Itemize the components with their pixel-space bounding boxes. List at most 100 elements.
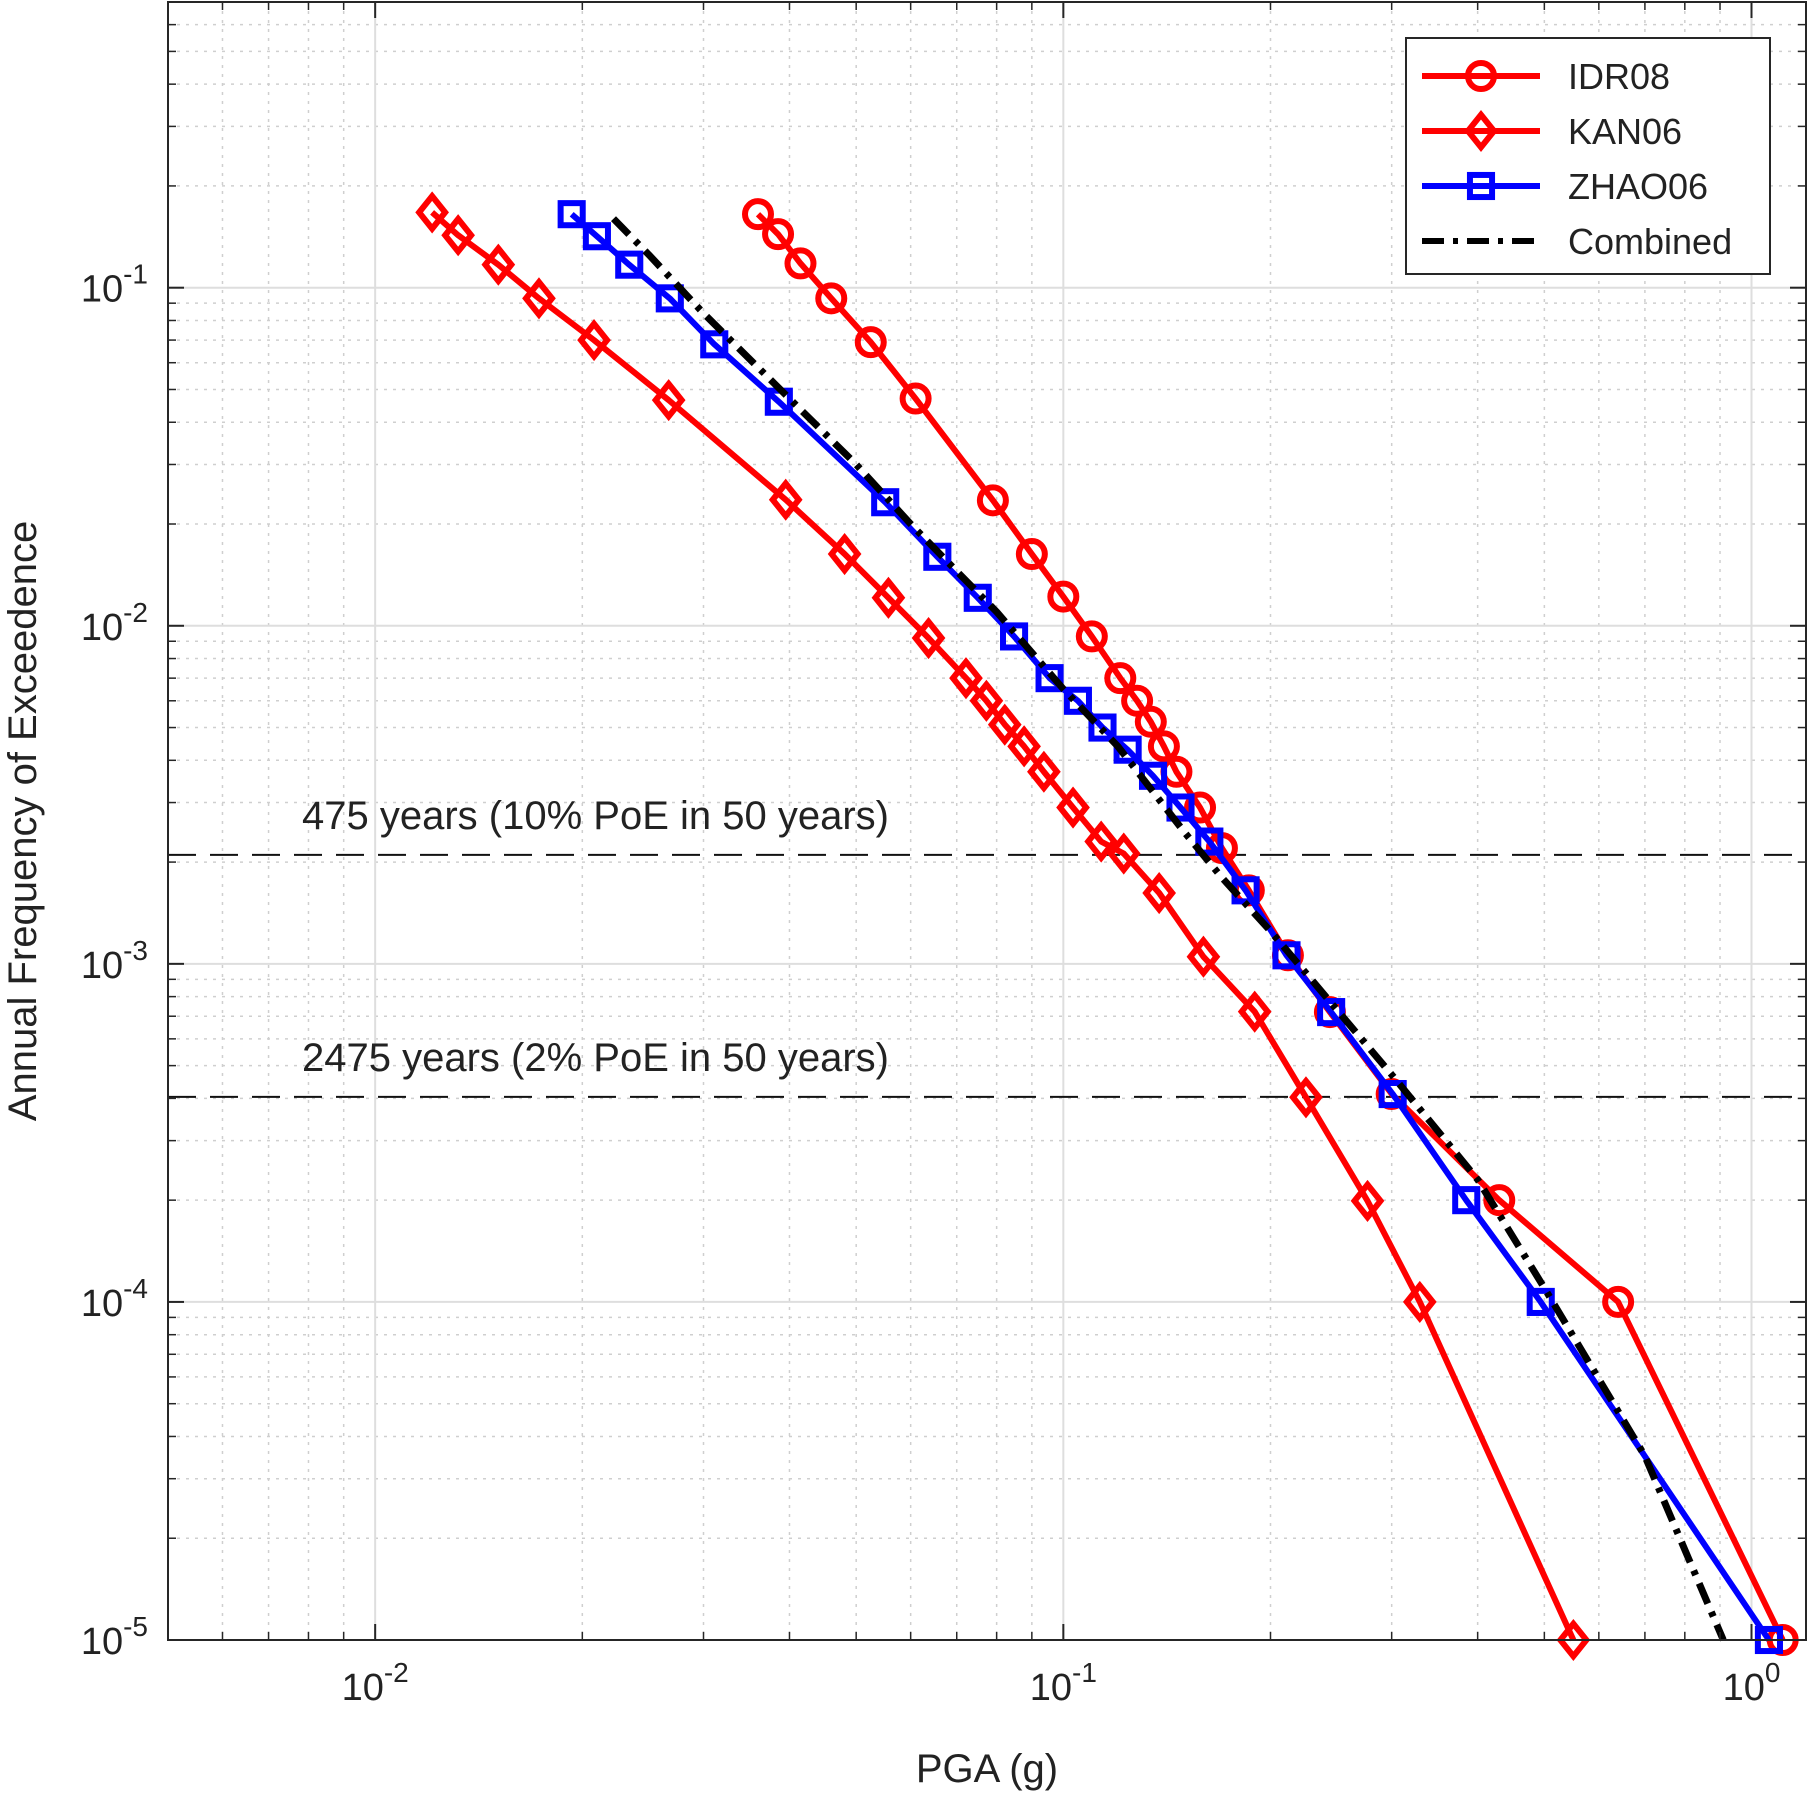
series-kan06: [415, 191, 1591, 1662]
x-tick-label-exponent: 0: [1765, 1657, 1781, 1688]
y-tick-label-base: 10: [81, 607, 123, 649]
diamond-marker: [1402, 1280, 1437, 1323]
square-marker: [963, 583, 992, 612]
diamond-marker: [1084, 820, 1119, 863]
square-marker: [1035, 664, 1064, 693]
reference-line-label: 475 years (10% PoE in 50 years): [302, 794, 889, 838]
square-marker: [1317, 998, 1346, 1027]
axis-ticks: [167, 1, 1806, 1641]
diamond-marker: [987, 703, 1022, 746]
diamond-marker: [871, 576, 906, 619]
square-marker: [1272, 941, 1301, 970]
circle-marker: [741, 198, 774, 231]
legend-entry-kan06: KAN06: [1422, 109, 1682, 153]
circle-marker: [1104, 662, 1137, 695]
legend-label: ZHAO06: [1568, 166, 1708, 207]
y-tick-label: 10-2: [81, 597, 148, 649]
circle-marker: [854, 326, 887, 359]
plot-frame: [167, 1, 1807, 1641]
legend-entry-idr08: IDR08: [1422, 56, 1670, 97]
series-combined: [611, 216, 1727, 1642]
x-tick-label-base: 10: [1723, 1667, 1765, 1709]
legend-entry-zhao06: ZHAO06: [1422, 166, 1708, 207]
x-axis-label: PGA (g): [916, 1747, 1058, 1791]
circle-marker: [1075, 620, 1108, 653]
y-tick-label: 10-4: [81, 1273, 148, 1325]
y-tick-label-exponent: -4: [123, 1273, 148, 1304]
y-tick-labels: 10-110-210-310-410-5: [81, 259, 148, 1663]
circle-marker: [1465, 60, 1497, 92]
diamond-marker: [1186, 935, 1221, 978]
square-marker: [923, 542, 952, 571]
legend-label: Combined: [1568, 221, 1732, 262]
diamond-marker: [1056, 786, 1090, 829]
y-tick-label-base: 10: [81, 945, 123, 987]
square-marker: [582, 222, 611, 251]
x-tick-label-base: 10: [1030, 1667, 1072, 1709]
circle-marker: [1147, 730, 1180, 763]
diamond-marker: [1350, 1179, 1385, 1222]
square-marker: [1063, 686, 1092, 715]
diamond-marker: [441, 214, 475, 257]
diamond-marker: [911, 616, 946, 660]
series-line-combined: [611, 216, 1727, 1642]
x-tick-labels: 10-2 10-1 100: [342, 1657, 1781, 1709]
circle-marker: [899, 382, 932, 415]
diamond-marker: [651, 379, 686, 422]
diamond-marker: [1289, 1076, 1323, 1119]
diamond-marker: [949, 657, 983, 700]
square-marker: [655, 284, 684, 313]
diamond-marker: [827, 532, 862, 576]
diamond-marker: [969, 679, 1004, 722]
x-tick-label: 100: [1723, 1657, 1781, 1709]
square-marker: [1195, 827, 1224, 856]
y-tick-label-exponent: -1: [123, 259, 148, 290]
square-marker: [1466, 171, 1496, 201]
y-tick-label-exponent: -5: [123, 1611, 148, 1642]
x-tick-label-base: 10: [342, 1667, 384, 1709]
square-marker: [557, 200, 586, 229]
diamond-marker: [1027, 750, 1061, 793]
y-tick-label: 10-1: [81, 259, 148, 311]
diamond-marker: [522, 277, 556, 320]
circle-marker: [784, 247, 817, 280]
diamond-marker: [1142, 871, 1177, 915]
square-marker: [1452, 1186, 1481, 1215]
series-line-kan06: [430, 210, 1577, 1642]
diamond-marker: [768, 478, 803, 521]
x-tick-label-exponent: -2: [384, 1657, 409, 1688]
reference-lines: 475 years (10% PoE in 50 years) 2475 year…: [168, 794, 1806, 1098]
diamond-marker: [1464, 109, 1498, 153]
x-tick-label: 10-1: [1030, 1657, 1097, 1709]
diamond-marker: [577, 319, 611, 362]
circle-marker: [1602, 1285, 1635, 1318]
x-tick-label: 10-2: [342, 1657, 409, 1709]
y-axis-label: Annual Frequency of Exceedence: [1, 521, 45, 1121]
y-tick-label-base: 10: [81, 1283, 123, 1325]
circle-marker: [762, 218, 795, 251]
y-tick-label-base: 10: [81, 269, 123, 311]
y-tick-label-exponent: -2: [123, 597, 148, 628]
square-marker: [615, 250, 644, 279]
diamond-marker: [415, 191, 449, 234]
diamond-marker: [1106, 832, 1141, 875]
diamond-marker: [1237, 990, 1272, 1033]
circle-marker: [976, 484, 1009, 517]
legend-label: KAN06: [1568, 111, 1682, 152]
square-marker: [700, 330, 729, 359]
circle-marker: [815, 282, 848, 315]
y-tick-label-base: 10: [81, 1621, 123, 1663]
square-marker: [1088, 713, 1117, 742]
square-marker: [1000, 622, 1029, 651]
diamond-marker: [481, 243, 516, 286]
square-marker: [871, 488, 900, 517]
circle-marker: [1134, 705, 1167, 738]
legend-label: IDR08: [1568, 56, 1670, 97]
diamond-marker: [1007, 725, 1041, 768]
y-tick-label: 10-5: [81, 1611, 148, 1663]
legend-entry-combined: Combined: [1422, 221, 1732, 262]
diamond-marker: [1556, 1618, 1591, 1662]
y-tick-label: 10-3: [81, 935, 148, 987]
y-tick-label-exponent: -3: [123, 935, 148, 966]
